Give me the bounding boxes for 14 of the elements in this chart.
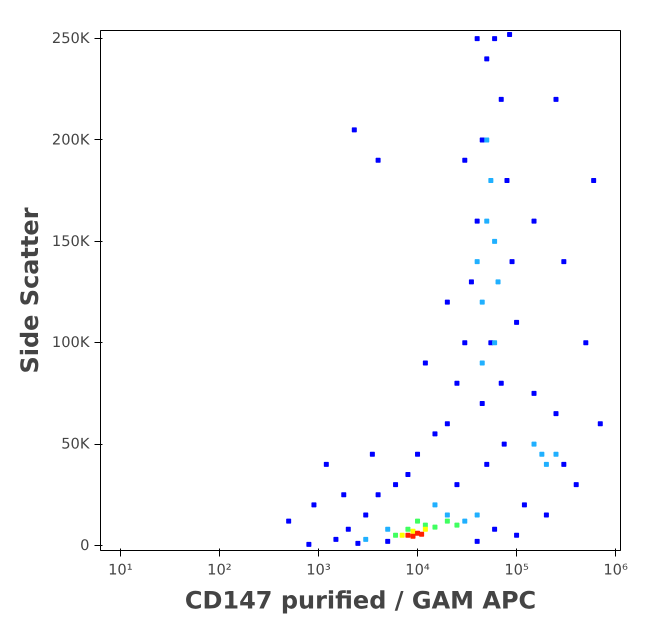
y-tick-label: 150K	[52, 232, 90, 250]
y-tick-label: 0	[80, 536, 90, 554]
x-tick-label: 10³	[306, 562, 331, 578]
x-tick-label: 10¹	[108, 562, 133, 578]
y-tick-label: 200K	[52, 131, 90, 148]
x-tick-label: 10⁶	[603, 562, 628, 578]
y-tick-label: 50K	[61, 436, 90, 453]
x-axis-title: CD147 purified / GAM APC	[184, 586, 536, 614]
y-axis-title: Side Scatter	[16, 207, 44, 374]
x-tick-label: 10⁴	[405, 562, 430, 578]
x-tick-label: 10²	[207, 562, 232, 578]
y-tick-label: 100K	[52, 334, 90, 352]
x-tick-label: 10⁵	[504, 562, 529, 578]
y-tick-label: 250K	[52, 30, 90, 48]
